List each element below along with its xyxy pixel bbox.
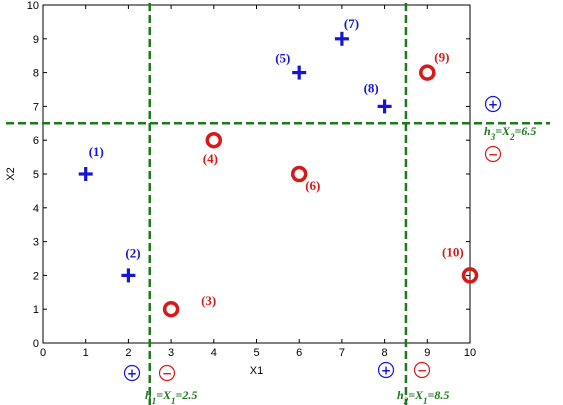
- x-tick-label: 6: [296, 347, 302, 359]
- plus-marker: [292, 65, 307, 80]
- negative-region-marker: [484, 145, 502, 163]
- x-tick-label: 3: [168, 347, 174, 359]
- negative-sign: −: [488, 148, 498, 162]
- plus-marker: [377, 99, 392, 114]
- positive-sign: +: [488, 98, 498, 112]
- plus-marker: [334, 31, 349, 46]
- x-tick-label: 5: [253, 347, 259, 359]
- split-label-h1: h1=X1=2.5: [145, 388, 197, 405]
- negative-region-marker: [413, 361, 431, 379]
- split-label-text: =8.5: [428, 388, 450, 402]
- y-tick-label: 4: [33, 203, 39, 215]
- split-label-text: =2.5: [176, 388, 198, 402]
- negative-sign: −: [162, 367, 172, 381]
- x-tick-label: 10: [464, 347, 476, 359]
- split-label-text: h: [484, 124, 491, 138]
- positive-sign: +: [127, 367, 137, 381]
- split-label-subscript: 1: [171, 396, 176, 405]
- split-label-h3: h3=X2=6.5: [484, 124, 536, 142]
- split-label-subscript: 1: [423, 396, 428, 405]
- x-tick-label: 8: [382, 347, 388, 359]
- circle-marker: [205, 131, 223, 149]
- plus-marker: [121, 268, 136, 283]
- point-label: (9): [434, 50, 449, 65]
- point-label: (10): [442, 244, 464, 259]
- positive-region-marker: [123, 364, 141, 382]
- point-label: (5): [275, 51, 290, 66]
- negative-region-marker: [158, 364, 176, 382]
- y-tick-label: 0: [33, 338, 39, 350]
- y-tick-label: 3: [33, 237, 39, 249]
- x-tick-label: 4: [211, 347, 217, 359]
- y-axis-title: X2: [5, 167, 17, 180]
- split-label-subscript: 1: [152, 396, 157, 405]
- point-label: (3): [201, 293, 216, 308]
- y-tick-label: 5: [33, 169, 39, 181]
- split-label-h2: h2=X1=8.5: [397, 388, 449, 405]
- y-tick-label: 10: [27, 0, 39, 12]
- y-tick-label: 2: [33, 270, 39, 282]
- split-label-text: h: [145, 388, 152, 402]
- plus-marker: [78, 167, 93, 181]
- split-label-subscript: 2: [509, 132, 515, 142]
- x-tick-label: 7: [339, 347, 345, 359]
- split-label-text: =X: [408, 388, 424, 402]
- x-tick-label: 9: [424, 347, 430, 359]
- y-tick-label: 1: [33, 304, 39, 316]
- split-label-subscript: 3: [490, 132, 496, 142]
- point-label: (7): [344, 16, 359, 31]
- split-label-text: =6.5: [515, 124, 537, 138]
- point-label: (2): [125, 245, 140, 260]
- split-label-subscript: 2: [403, 396, 409, 405]
- positive-sign: +: [381, 364, 391, 378]
- split-label-text: h: [397, 388, 404, 402]
- positive-region-marker: [484, 95, 502, 113]
- y-tick-label: 7: [33, 101, 39, 113]
- y-tick-label: 8: [33, 68, 39, 80]
- x-tick-label: 2: [125, 347, 131, 359]
- circle-marker: [461, 267, 479, 284]
- point-label: (4): [203, 151, 218, 166]
- circle-marker: [290, 165, 308, 183]
- point-label: (6): [305, 178, 320, 193]
- circle-marker: [162, 300, 180, 318]
- negative-sign: −: [417, 364, 427, 378]
- x-axis-title: X1: [250, 365, 263, 377]
- split-label-text: =X: [495, 124, 511, 138]
- point-label: (1): [89, 144, 104, 159]
- point-label: (8): [364, 80, 379, 95]
- x-tick-label: 0: [40, 347, 46, 359]
- split-label-text: =X: [156, 388, 172, 402]
- x-tick-label: 1: [83, 347, 89, 359]
- y-tick-label: 6: [33, 135, 39, 147]
- positive-region-marker: [377, 361, 395, 379]
- circle-marker: [419, 64, 436, 81]
- y-tick-label: 9: [33, 34, 39, 46]
